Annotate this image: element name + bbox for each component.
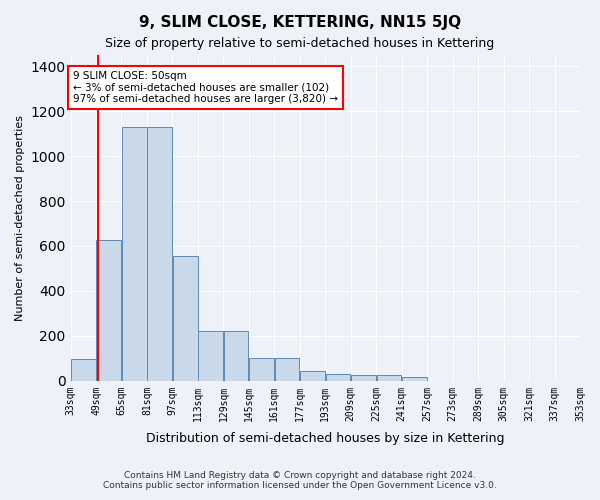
Bar [249,358,274,381]
Text: 9 SLIM CLOSE: 50sqm
← 3% of semi-detached houses are smaller (102)
97% of semi-d: 9 SLIM CLOSE: 50sqm ← 3% of semi-detache… [73,70,338,104]
Bar [71,360,95,381]
Y-axis label: Number of semi-detached properties: Number of semi-detached properties [15,115,25,321]
Bar [224,332,248,381]
Text: 9, SLIM CLOSE, KETTERING, NN15 5JQ: 9, SLIM CLOSE, KETTERING, NN15 5JQ [139,15,461,30]
Text: Contains HM Land Registry data © Crown copyright and database right 2024.
Contai: Contains HM Land Registry data © Crown c… [103,470,497,490]
Bar [148,127,172,381]
Bar [300,370,325,381]
Bar [97,240,121,381]
Bar [199,332,223,381]
X-axis label: Distribution of semi-detached houses by size in Kettering: Distribution of semi-detached houses by … [146,432,505,445]
Bar [402,378,427,381]
Bar [173,256,197,381]
Bar [326,374,350,381]
Bar [351,375,376,381]
Text: Size of property relative to semi-detached houses in Kettering: Size of property relative to semi-detach… [106,38,494,51]
Bar [275,358,299,381]
Bar [377,375,401,381]
Bar [122,127,146,381]
